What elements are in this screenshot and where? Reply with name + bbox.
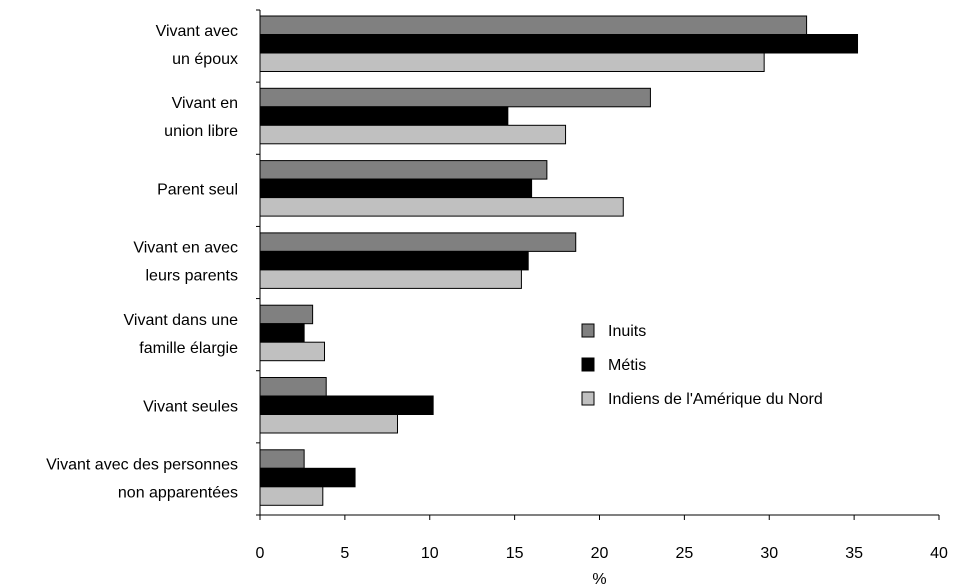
category-label: famille élargie (139, 340, 238, 357)
bar (259, 304, 314, 325)
x-tick-label: 25 (675, 545, 693, 562)
legend-swatch (581, 323, 595, 338)
bar (259, 269, 522, 289)
bar (259, 52, 765, 72)
x-tick-label: 10 (421, 545, 439, 562)
bar-group (259, 15, 859, 72)
category-label: un époux (172, 51, 238, 68)
bar (259, 34, 859, 54)
category-label: Vivant avec des personnes (46, 457, 238, 474)
bar-group (259, 87, 651, 145)
legend: Inuits Métis Indiens de l'Amérique du Nord (581, 323, 823, 408)
legend-swatch (581, 391, 595, 406)
bar (259, 341, 326, 362)
x-tick-label: 5 (340, 545, 349, 562)
category-label: Vivant dans une (124, 312, 239, 329)
x-tick-label: 40 (930, 545, 948, 562)
category-label: non apparentées (118, 485, 238, 502)
category-label: Vivant avec (156, 23, 238, 40)
bar (259, 124, 567, 145)
bar-group (259, 377, 434, 434)
legend-label: Indiens de l'Amérique du Nord (608, 391, 823, 408)
category-label: leurs parents (146, 268, 239, 285)
x-tick-label: 35 (845, 545, 863, 562)
bar-group (259, 449, 356, 506)
bar (259, 377, 327, 397)
x-axis-title: % (592, 571, 606, 588)
bar (259, 232, 577, 252)
category-label: union libre (164, 123, 238, 140)
category-label: Vivant seules (143, 398, 238, 415)
bar (259, 15, 808, 35)
bar (259, 178, 533, 199)
bar (259, 449, 305, 469)
bar-group (259, 232, 577, 289)
x-tick-label: 20 (591, 545, 609, 562)
bar (259, 160, 548, 180)
bar (259, 323, 305, 343)
bar (259, 106, 509, 126)
category-label: Parent seul (157, 181, 238, 198)
bar (259, 395, 434, 415)
legend-label: Métis (608, 357, 646, 374)
bar (259, 250, 529, 271)
category-label: Vivant en avec (133, 240, 238, 257)
legend-label: Inuits (608, 323, 646, 340)
x-tick-label: 30 (760, 545, 778, 562)
bar (259, 414, 398, 434)
x-tick-label: 0 (256, 545, 265, 562)
legend-swatch (581, 357, 595, 372)
bar (259, 486, 324, 506)
x-tick-label: 15 (506, 545, 524, 562)
bar-group (259, 304, 326, 362)
bar (259, 197, 624, 217)
bar (259, 87, 651, 108)
bar (259, 467, 356, 488)
category-label: Vivant en (172, 95, 238, 112)
bar-group (259, 160, 624, 217)
